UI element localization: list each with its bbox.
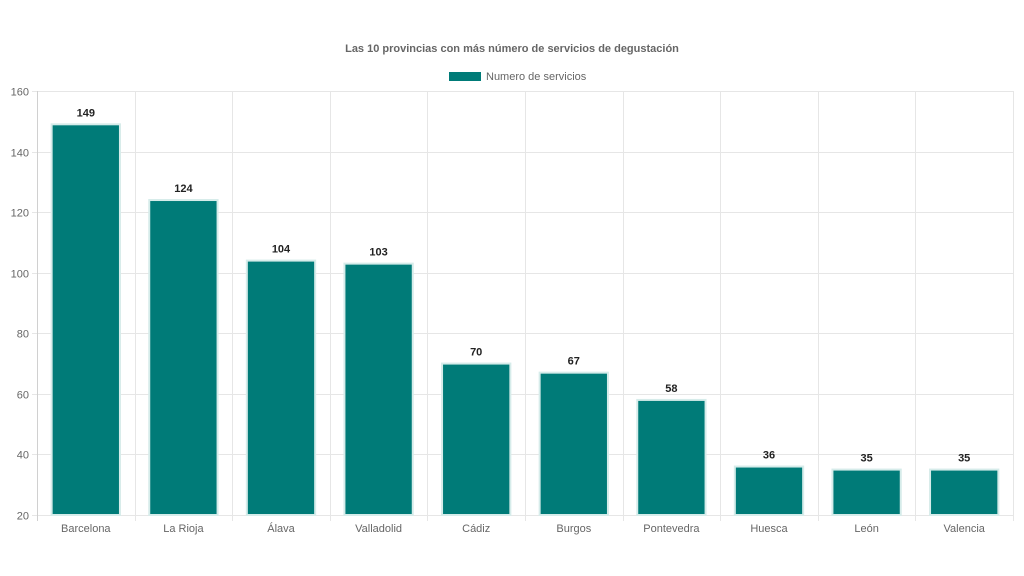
y-tick-label: 120 xyxy=(11,208,29,220)
data-label: 149 xyxy=(77,107,95,119)
data-labels: 149 124 104 103 70 67 58 36 35 35 xyxy=(77,107,971,464)
bar[interactable] xyxy=(441,362,512,517)
x-tick-label: La Rioja xyxy=(163,523,204,535)
data-label: 36 xyxy=(763,450,775,462)
bar[interactable] xyxy=(733,465,805,516)
bar[interactable] xyxy=(831,468,902,517)
y-tick-label: 160 xyxy=(11,87,29,99)
data-label: 58 xyxy=(665,383,677,395)
x-tick-label: Barcelona xyxy=(61,523,111,535)
legend-swatch xyxy=(449,72,481,81)
data-label: 35 xyxy=(958,453,970,465)
bars xyxy=(50,123,1000,517)
x-tick-label: Valencia xyxy=(944,523,986,535)
bar[interactable] xyxy=(929,468,1000,517)
data-label: 67 xyxy=(568,356,580,368)
bar[interactable] xyxy=(343,262,414,516)
bar[interactable] xyxy=(538,371,609,516)
data-label: 124 xyxy=(174,183,193,195)
data-label: 35 xyxy=(860,453,872,465)
bar[interactable] xyxy=(636,398,707,516)
bar[interactable] xyxy=(50,123,121,516)
y-tick-label: 80 xyxy=(17,329,29,341)
data-label: 103 xyxy=(369,247,387,259)
x-tick-label: Burgos xyxy=(556,523,591,535)
legend[interactable]: Numero de servicios xyxy=(449,71,587,83)
x-tick-label: Huesca xyxy=(750,523,788,535)
x-tick-label: Valladolid xyxy=(355,523,402,535)
x-tick-label: Álava xyxy=(267,522,295,535)
y-tick-label: 40 xyxy=(17,450,29,462)
data-label: 70 xyxy=(470,347,482,359)
y-tick-label: 60 xyxy=(17,390,29,402)
y-tick-label: 100 xyxy=(11,269,29,281)
legend-label: Numero de servicios xyxy=(486,71,587,83)
x-tick-label: Cádiz xyxy=(462,523,490,535)
bar[interactable] xyxy=(245,259,317,516)
bar[interactable] xyxy=(148,199,219,516)
y-axis-ticks: 20 40 60 80 100 120 140 160 xyxy=(11,87,29,523)
x-tick-label: Pontevedra xyxy=(643,523,700,535)
x-tick-label: León xyxy=(854,523,878,535)
y-tick-label: 20 xyxy=(17,511,29,523)
x-axis-ticks: Barcelona La Rioja Álava Valladolid Cádiz Bur… xyxy=(61,522,986,535)
y-tick-label: 140 xyxy=(11,148,29,160)
chart-title: Las 10 provincias con más número de serv… xyxy=(345,43,679,55)
data-label: 104 xyxy=(272,244,291,256)
